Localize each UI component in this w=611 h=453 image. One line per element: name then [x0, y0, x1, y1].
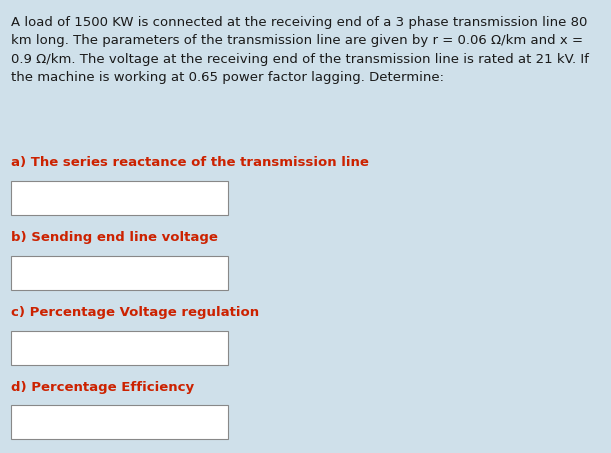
Text: d) Percentage Efficiency: d) Percentage Efficiency — [11, 381, 194, 394]
Text: a) The series reactance of the transmission line: a) The series reactance of the transmiss… — [11, 156, 369, 169]
FancyBboxPatch shape — [11, 181, 228, 215]
FancyBboxPatch shape — [11, 331, 228, 365]
Text: b) Sending end line voltage: b) Sending end line voltage — [11, 231, 218, 244]
FancyBboxPatch shape — [11, 256, 228, 290]
Text: c) Percentage Voltage regulation: c) Percentage Voltage regulation — [11, 306, 259, 319]
Text: A load of 1500 KW is connected at the receiving end of a 3 phase transmission li: A load of 1500 KW is connected at the re… — [11, 16, 589, 84]
FancyBboxPatch shape — [11, 405, 228, 439]
